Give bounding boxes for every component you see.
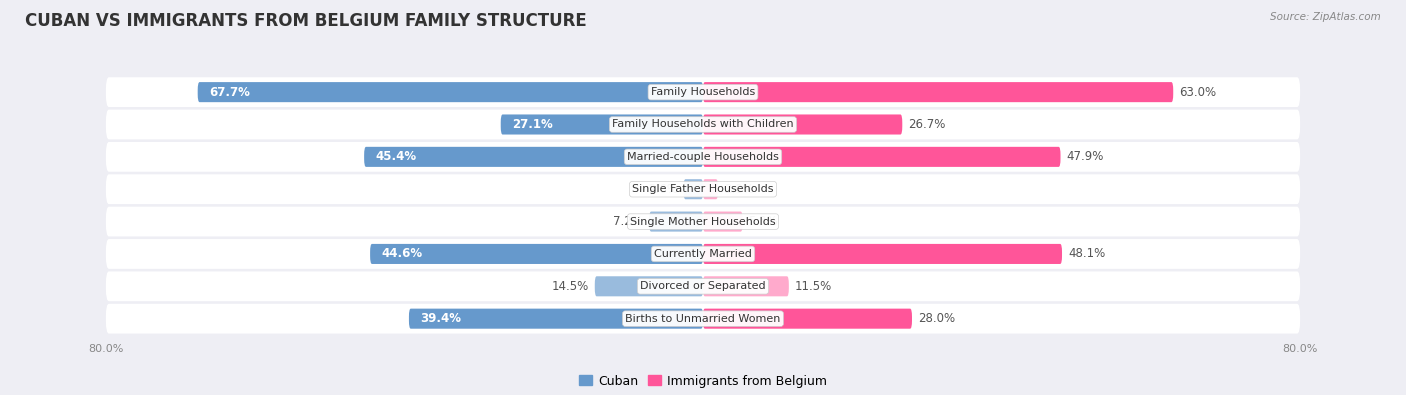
FancyBboxPatch shape (703, 147, 1060, 167)
FancyBboxPatch shape (105, 271, 1301, 301)
Text: 67.7%: 67.7% (209, 86, 250, 99)
FancyBboxPatch shape (105, 239, 1301, 269)
FancyBboxPatch shape (703, 212, 742, 231)
FancyBboxPatch shape (703, 179, 718, 199)
Text: 45.4%: 45.4% (375, 150, 416, 164)
FancyBboxPatch shape (595, 276, 703, 296)
Text: 14.5%: 14.5% (551, 280, 589, 293)
FancyBboxPatch shape (105, 174, 1301, 204)
Text: 7.2%: 7.2% (613, 215, 644, 228)
Text: 2.6%: 2.6% (648, 183, 678, 196)
Legend: Cuban, Immigrants from Belgium: Cuban, Immigrants from Belgium (574, 370, 832, 393)
Text: 2.0%: 2.0% (724, 183, 754, 196)
FancyBboxPatch shape (364, 147, 703, 167)
Text: 48.1%: 48.1% (1069, 247, 1105, 260)
FancyBboxPatch shape (105, 77, 1301, 107)
Text: 63.0%: 63.0% (1180, 86, 1216, 99)
Text: Family Households: Family Households (651, 87, 755, 97)
FancyBboxPatch shape (683, 179, 703, 199)
FancyBboxPatch shape (105, 142, 1301, 172)
Text: 26.7%: 26.7% (908, 118, 946, 131)
FancyBboxPatch shape (703, 115, 903, 135)
FancyBboxPatch shape (105, 109, 1301, 139)
Text: Single Mother Households: Single Mother Households (630, 216, 776, 227)
Text: 39.4%: 39.4% (420, 312, 461, 325)
FancyBboxPatch shape (703, 308, 912, 329)
FancyBboxPatch shape (105, 304, 1301, 333)
Text: Single Father Households: Single Father Households (633, 184, 773, 194)
FancyBboxPatch shape (501, 115, 703, 135)
Text: Married-couple Households: Married-couple Households (627, 152, 779, 162)
FancyBboxPatch shape (650, 212, 703, 231)
Text: 28.0%: 28.0% (918, 312, 955, 325)
Text: Divorced or Separated: Divorced or Separated (640, 281, 766, 291)
FancyBboxPatch shape (703, 244, 1062, 264)
Text: CUBAN VS IMMIGRANTS FROM BELGIUM FAMILY STRUCTURE: CUBAN VS IMMIGRANTS FROM BELGIUM FAMILY … (25, 12, 588, 30)
FancyBboxPatch shape (409, 308, 703, 329)
Text: Births to Unmarried Women: Births to Unmarried Women (626, 314, 780, 324)
Text: 5.3%: 5.3% (748, 215, 778, 228)
Text: Source: ZipAtlas.com: Source: ZipAtlas.com (1270, 12, 1381, 22)
Text: 44.6%: 44.6% (381, 247, 422, 260)
FancyBboxPatch shape (370, 244, 703, 264)
Text: Family Households with Children: Family Households with Children (612, 120, 794, 130)
Text: 47.9%: 47.9% (1067, 150, 1104, 164)
Text: 27.1%: 27.1% (512, 118, 553, 131)
FancyBboxPatch shape (105, 207, 1301, 237)
Text: Currently Married: Currently Married (654, 249, 752, 259)
Text: 11.5%: 11.5% (794, 280, 832, 293)
FancyBboxPatch shape (703, 276, 789, 296)
FancyBboxPatch shape (198, 82, 703, 102)
FancyBboxPatch shape (703, 82, 1173, 102)
